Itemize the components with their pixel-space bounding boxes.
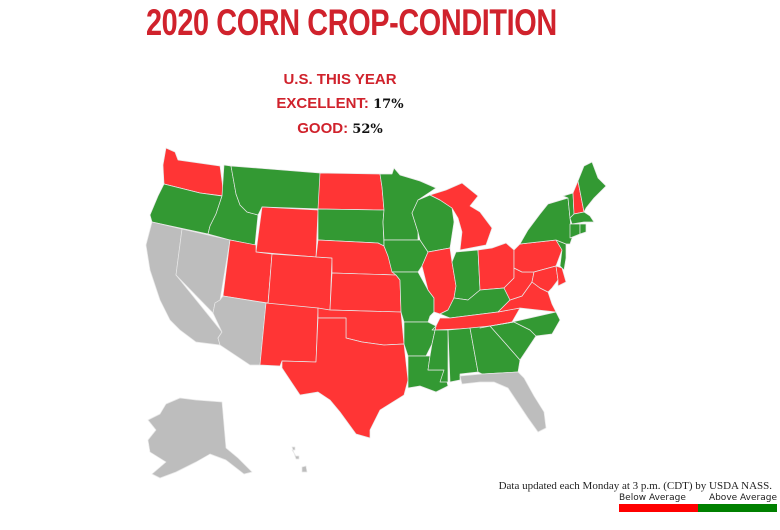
state-TX[interactable] (281, 317, 409, 439)
state-AK[interactable] (147, 397, 253, 479)
summary-excellent: EXCELLENT: 17% (240, 92, 440, 117)
state-DE[interactable] (555, 265, 567, 287)
state-KS[interactable] (329, 272, 402, 313)
state-AZ[interactable] (212, 295, 267, 366)
us-summary: U.S. THIS YEAR EXCELLENT: 17% GOOD: 52% (240, 68, 440, 142)
state-NC[interactable] (479, 311, 561, 337)
good-label: GOOD: (297, 120, 349, 137)
state-NY[interactable] (519, 197, 573, 245)
legend-below-swatch (619, 504, 698, 512)
excellent-label: EXCELLENT: (276, 95, 369, 112)
state-IN[interactable] (451, 249, 481, 301)
state-IA[interactable] (383, 239, 429, 273)
state-RI[interactable] (579, 223, 587, 235)
summary-heading: U.S. THIS YEAR (283, 71, 397, 88)
state-CO[interactable] (267, 253, 333, 311)
state-HI[interactable] (301, 465, 308, 473)
update-footnote: Data updated each Monday at 3 p.m. (CDT)… (498, 480, 772, 492)
good-value: 52% (352, 122, 383, 137)
legend-above-label: Above Average (708, 493, 777, 503)
legend-below-label: Below Average (619, 493, 686, 503)
legend: Below Average Above Average (619, 493, 777, 512)
state-ND[interactable] (317, 172, 385, 211)
state-MO[interactable] (391, 271, 435, 323)
state-CT[interactable] (569, 223, 581, 239)
page-title: 2020 CORN CROP-CONDITION (146, 2, 557, 43)
excellent-value: 17% (373, 97, 404, 112)
legend-above-swatch (698, 504, 777, 512)
state-ME[interactable] (577, 161, 607, 213)
state-FL[interactable] (459, 371, 547, 433)
summary-good: GOOD: 52% (240, 117, 440, 142)
state-MS[interactable] (427, 325, 449, 383)
state-AR[interactable] (403, 321, 437, 357)
state-NM[interactable] (259, 302, 319, 367)
state-WY[interactable] (255, 206, 319, 258)
state-MI[interactable] (429, 182, 493, 251)
state-HI-islands[interactable] (291, 446, 300, 460)
